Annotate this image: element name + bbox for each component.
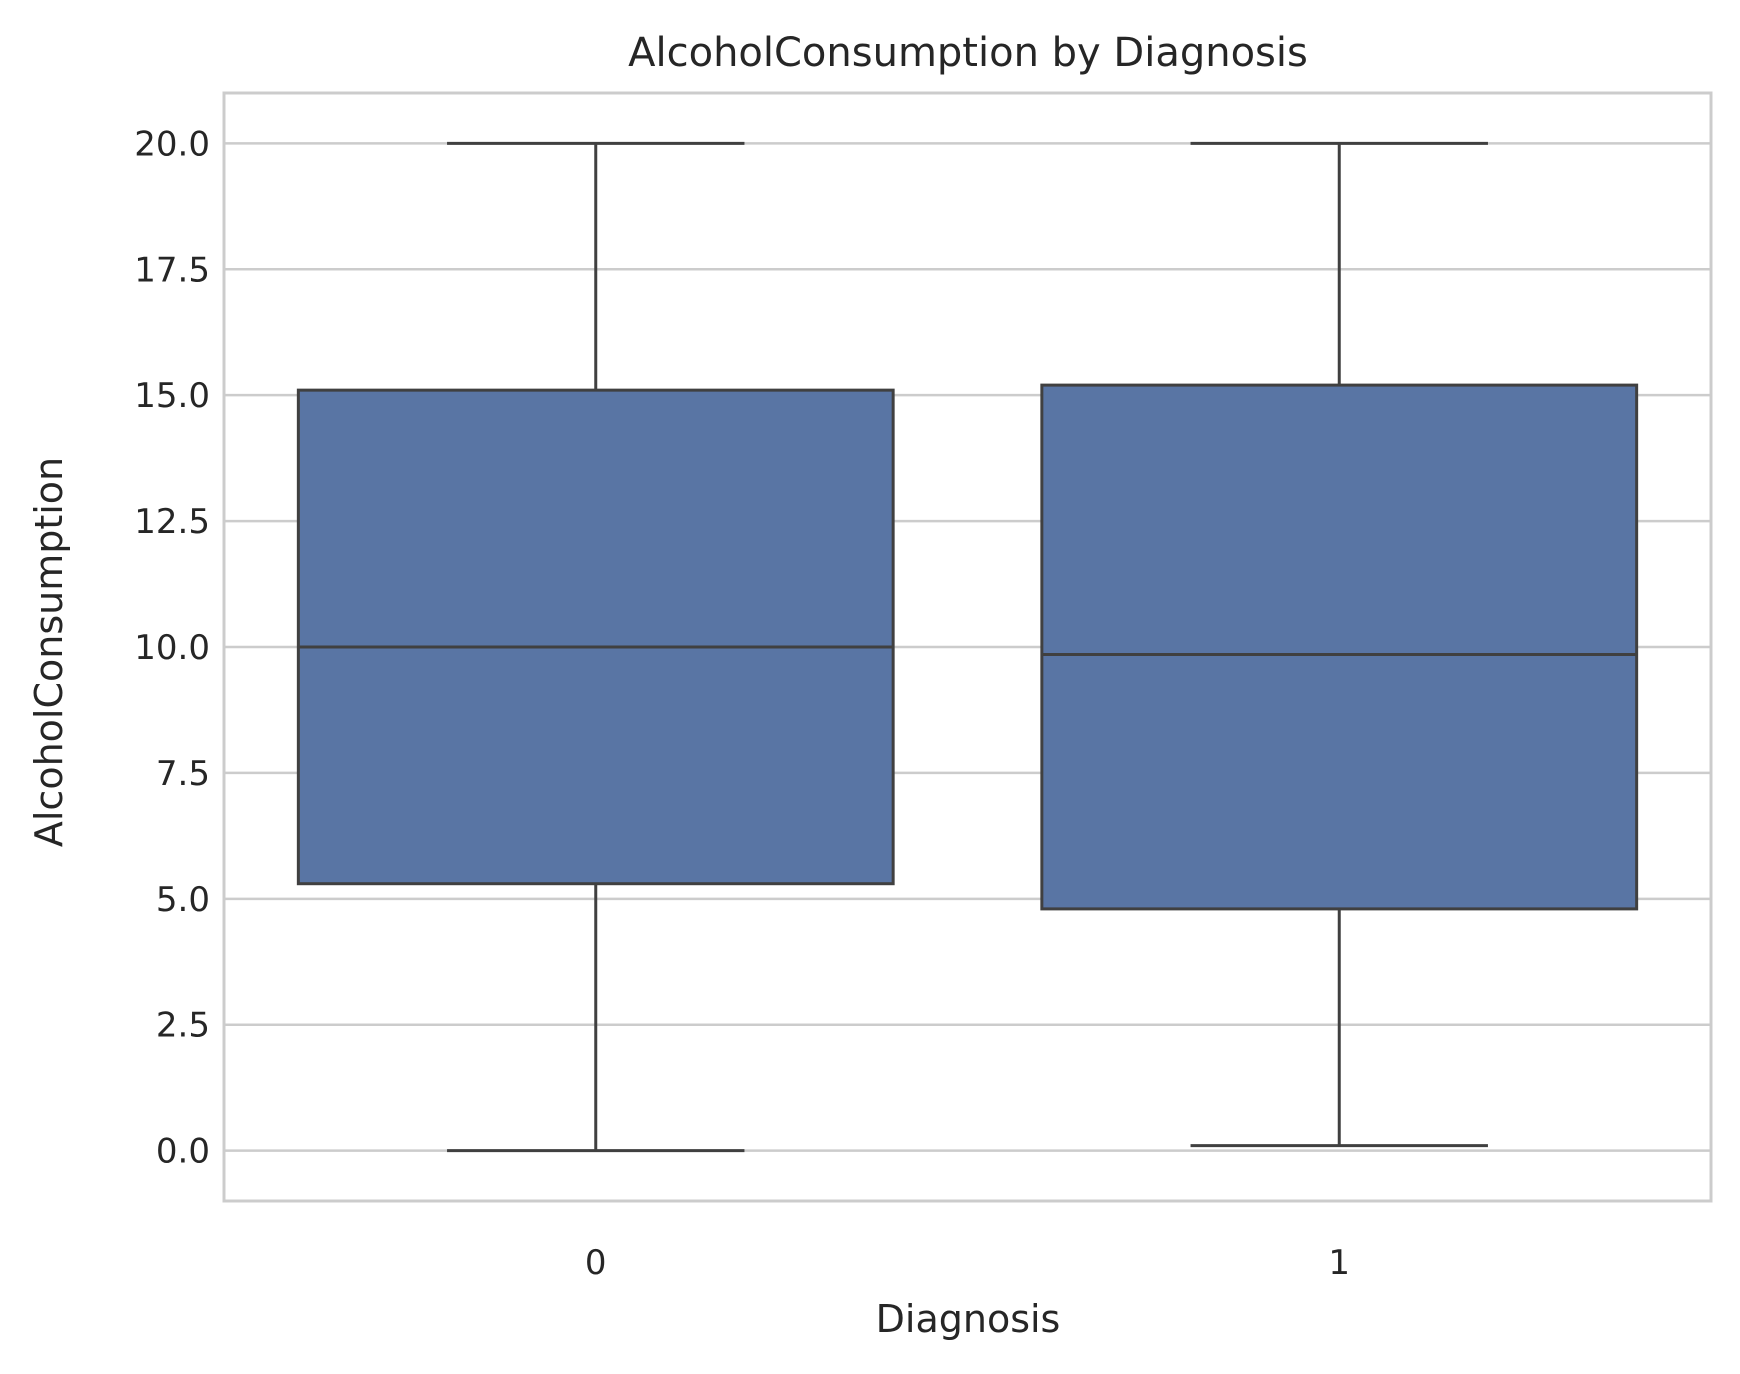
box-group-1 xyxy=(1040,141,1639,1148)
x-axis-label: Diagnosis xyxy=(876,1297,1061,1341)
y-tick-labels: 0.0 2.5 5.0 7.5 10.0 12.5 15.0 17.5 20.0 xyxy=(134,124,210,1171)
plot-frame xyxy=(222,91,1713,1203)
x-tick-label: 1 xyxy=(1328,1243,1350,1283)
y-axis-label: AlcoholConsumption xyxy=(27,457,71,847)
y-tick-label: 15.0 xyxy=(134,376,210,416)
y-tick-label: 12.5 xyxy=(134,502,210,542)
y-tick-label: 2.5 xyxy=(156,1006,210,1046)
y-tick-label: 5.0 xyxy=(156,880,210,920)
y-tick-label: 10.0 xyxy=(134,628,210,668)
y-tick-label: 17.5 xyxy=(134,250,210,290)
box-group-0 xyxy=(296,141,895,1153)
y-tick-label: 20.0 xyxy=(134,124,210,164)
box-iqr xyxy=(296,388,895,886)
y-tick-label: 7.5 xyxy=(156,754,210,794)
x-tick-label: 0 xyxy=(585,1243,607,1283)
box-iqr xyxy=(1040,383,1639,911)
y-tick-label: 0.0 xyxy=(156,1132,210,1172)
boxes-layer xyxy=(296,141,1639,1153)
chart-title: AlcoholConsumption by Diagnosis xyxy=(628,30,1308,76)
